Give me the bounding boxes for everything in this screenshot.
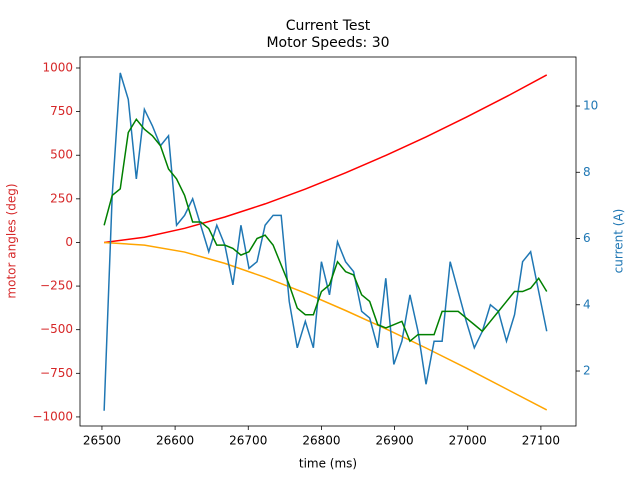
line-series [104, 241, 548, 411]
y-tick-label: 500 [50, 148, 73, 162]
line-series [103, 117, 548, 343]
x-tick-label: 26900 [375, 434, 413, 448]
y2-tick-label: 10 [583, 99, 598, 113]
axes-frame [79, 56, 577, 427]
chart-subtitle: Motor Speeds: 30 [266, 35, 389, 51]
y-tick-label: −500 [40, 322, 73, 336]
y2-tick-label: 8 [583, 165, 591, 179]
y-tick-label: −250 [40, 279, 73, 293]
x-axis-label: time (ms) [299, 457, 357, 471]
y-tick-label: 250 [50, 191, 73, 205]
x-tick-label: 26800 [302, 434, 340, 448]
y-tick-label: 0 [65, 235, 73, 249]
y2-tick-label: 4 [583, 297, 591, 311]
y-tick-label: 1000 [42, 60, 73, 74]
chart-title: Current Test [286, 18, 371, 34]
y2-axis-label: current (A) [612, 209, 626, 274]
line-series [104, 74, 548, 244]
y2-tick-label: 6 [583, 231, 591, 245]
line-series [103, 72, 548, 411]
x-tick-label: 26600 [156, 434, 194, 448]
x-tick-label: 27000 [449, 434, 487, 448]
x-tick-label: 26500 [83, 434, 121, 448]
y-tick-label: −750 [40, 366, 73, 380]
y-axis-label: motor angles (deg) [5, 183, 19, 298]
y-tick-label: −1000 [32, 409, 73, 423]
y2-tick-label: 2 [583, 364, 591, 378]
y-tick-label: 750 [50, 104, 73, 118]
x-tick-label: 26700 [229, 434, 267, 448]
x-tick-label: 27100 [522, 434, 560, 448]
plot-area [103, 72, 548, 411]
